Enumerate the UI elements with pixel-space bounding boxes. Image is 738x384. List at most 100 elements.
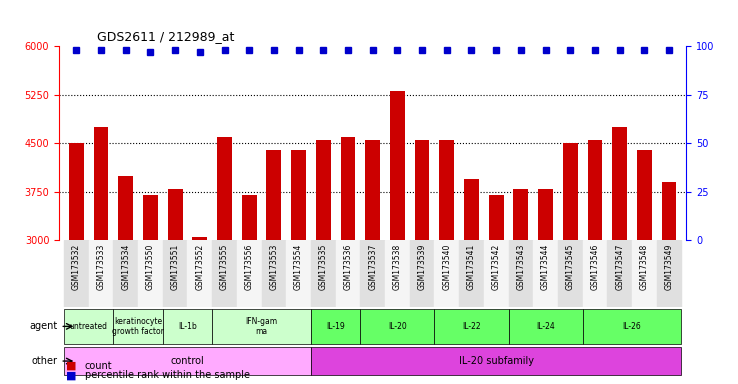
Bar: [538, 189, 553, 240]
Bar: [340, 137, 356, 240]
Bar: [114, 240, 138, 307]
Bar: [212, 309, 311, 344]
Text: GSM173554: GSM173554: [294, 244, 303, 290]
Bar: [582, 309, 681, 344]
Text: GSM173547: GSM173547: [615, 244, 624, 290]
Text: GSM173545: GSM173545: [566, 244, 575, 290]
Bar: [187, 240, 212, 307]
Bar: [514, 189, 528, 240]
Text: IL-26: IL-26: [623, 322, 641, 331]
Text: GSM173541: GSM173541: [467, 244, 476, 290]
Bar: [459, 240, 484, 307]
Bar: [489, 195, 503, 240]
Text: GSM173551: GSM173551: [170, 244, 179, 290]
Bar: [292, 150, 306, 240]
Text: GSM173544: GSM173544: [541, 244, 550, 290]
Bar: [439, 140, 454, 240]
Bar: [163, 309, 212, 344]
Text: GSM173549: GSM173549: [664, 244, 674, 290]
Bar: [484, 240, 508, 307]
Text: GSM173543: GSM173543: [517, 244, 525, 290]
Bar: [435, 309, 508, 344]
Text: GSM173555: GSM173555: [220, 244, 229, 290]
Bar: [464, 179, 479, 240]
Bar: [508, 309, 582, 344]
Text: GSM173534: GSM173534: [121, 244, 130, 290]
Bar: [69, 143, 83, 240]
Bar: [390, 91, 405, 240]
Bar: [217, 137, 232, 240]
Text: percentile rank within the sample: percentile rank within the sample: [85, 370, 250, 380]
Bar: [637, 150, 652, 240]
Text: GSM173535: GSM173535: [319, 244, 328, 290]
Text: GSM173536: GSM173536: [343, 244, 353, 290]
Text: count: count: [85, 361, 112, 371]
Text: GSM173532: GSM173532: [72, 244, 81, 290]
Text: GSM173533: GSM173533: [97, 244, 106, 290]
Bar: [64, 347, 311, 375]
Text: GSM173538: GSM173538: [393, 244, 402, 290]
Bar: [508, 240, 534, 307]
Bar: [435, 240, 459, 307]
Bar: [64, 240, 89, 307]
Bar: [89, 240, 114, 307]
Bar: [657, 240, 681, 307]
Text: control: control: [170, 356, 204, 366]
Bar: [563, 143, 578, 240]
Text: GSM173548: GSM173548: [640, 244, 649, 290]
Text: keratinocyte
growth factor: keratinocyte growth factor: [112, 317, 164, 336]
Text: GSM173540: GSM173540: [442, 244, 451, 290]
Bar: [242, 195, 257, 240]
Text: GSM173556: GSM173556: [245, 244, 254, 290]
Text: IL-19: IL-19: [326, 322, 345, 331]
Bar: [613, 127, 627, 240]
Text: ■: ■: [66, 361, 77, 371]
Bar: [365, 140, 380, 240]
Text: IL-20: IL-20: [388, 322, 407, 331]
Text: GSM173553: GSM173553: [269, 244, 278, 290]
Bar: [311, 347, 681, 375]
Bar: [163, 240, 187, 307]
Bar: [360, 309, 435, 344]
Bar: [64, 309, 114, 344]
Bar: [266, 150, 281, 240]
Text: untreated: untreated: [69, 322, 108, 331]
Bar: [311, 240, 336, 307]
Bar: [558, 240, 582, 307]
Bar: [94, 127, 108, 240]
Text: GSM173539: GSM173539: [418, 244, 427, 290]
Bar: [168, 189, 182, 240]
Bar: [118, 175, 133, 240]
Bar: [360, 240, 385, 307]
Bar: [138, 240, 163, 307]
Text: IL-20 subfamily: IL-20 subfamily: [459, 356, 534, 366]
Bar: [114, 309, 163, 344]
Text: other: other: [32, 356, 58, 366]
Bar: [336, 240, 360, 307]
Text: GSM173542: GSM173542: [492, 244, 500, 290]
Bar: [632, 240, 657, 307]
Bar: [582, 240, 607, 307]
Text: IL-24: IL-24: [537, 322, 555, 331]
Bar: [410, 240, 435, 307]
Text: IFN-gam
ma: IFN-gam ma: [246, 317, 277, 336]
Bar: [316, 140, 331, 240]
Bar: [143, 195, 158, 240]
Text: agent: agent: [30, 321, 58, 331]
Bar: [662, 182, 677, 240]
Bar: [415, 140, 430, 240]
Text: GDS2611 / 212989_at: GDS2611 / 212989_at: [97, 30, 234, 43]
Bar: [286, 240, 311, 307]
Bar: [311, 309, 360, 344]
Bar: [607, 240, 632, 307]
Bar: [237, 240, 261, 307]
Bar: [385, 240, 410, 307]
Text: GSM173550: GSM173550: [146, 244, 155, 290]
Bar: [212, 240, 237, 307]
Text: GSM173537: GSM173537: [368, 244, 377, 290]
Text: ■: ■: [66, 370, 77, 380]
Text: GSM173552: GSM173552: [196, 244, 204, 290]
Bar: [193, 237, 207, 240]
Text: IL-22: IL-22: [462, 322, 480, 331]
Bar: [534, 240, 558, 307]
